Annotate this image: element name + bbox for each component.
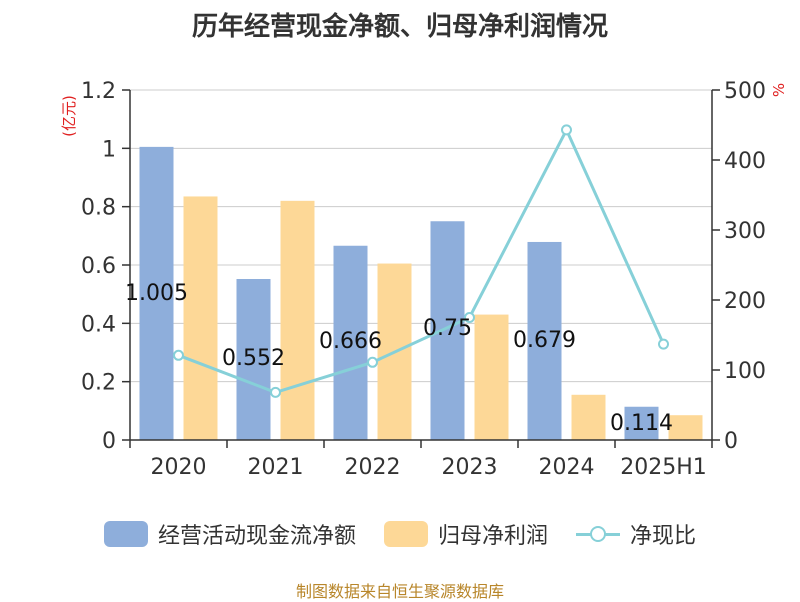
point-cash-ratio [464,312,475,323]
data-source-note: 制图数据来自恒生聚源数据库 [295,582,504,601]
bar-cashflow [139,146,174,440]
bar-net-profit [183,196,218,440]
y-right-tick-label: 300 [724,219,766,244]
y-right-axis-title: % [770,83,788,97]
point-cash-ratio [173,349,184,361]
y-right-tick-label: 0 [724,429,738,454]
x-tick-label: 2021 [248,455,304,480]
y-left-tick-label: 1.2 [81,79,116,104]
y-left-tick-label: 0.2 [81,371,116,396]
line-cash-ratio [177,126,665,394]
y-left-tick-label: 0 [102,429,116,454]
legend-swatch-cash-ratio [576,521,620,547]
legend-label-cashflow: 经营活动现金流净额 [157,524,356,549]
y-left-tick-label: 0.4 [81,312,116,337]
legend-swatch-net-profit [383,521,428,547]
data-label-cashflow: 1.005 [125,281,188,306]
legend: 经营活动现金流净额 归母净利润 净现比 [0,518,800,550]
y-left-tick-label: 0.8 [81,196,116,221]
x-tick-label: 2022 [345,455,401,480]
x-tick-label: 2025H1 [620,455,707,480]
y-left-axis-title: (亿元) [60,95,78,137]
y-right-tick-label: 400 [724,149,766,174]
y-right-tick-label: 200 [724,289,766,314]
legend-item-cashflow[interactable]: 经营活动现金流净额 [103,518,356,550]
point-cash-ratio [658,338,669,350]
y-left-tick-label: 0.6 [81,254,116,279]
x-tick-label: 2024 [539,455,595,480]
point-cash-ratio [561,124,572,136]
bar-cashflow [527,241,562,440]
point-cash-ratio [367,356,378,368]
bar-cashflow [624,406,659,440]
data-label-cashflow: 0.666 [319,329,382,354]
bar-cashflow [236,279,271,440]
point-cash-ratio [270,386,281,398]
bar-net-profit [474,314,509,440]
legend-label-net-profit: 归母净利润 [437,524,548,549]
legend-item-net-profit[interactable]: 归母净利润 [383,518,548,550]
y-right-tick-label: 100 [724,359,766,384]
data-label-cashflow: 0.679 [513,328,576,353]
legend-item-cash-ratio[interactable]: 净现比 [576,518,696,550]
bar-net-profit [280,200,315,440]
x-tick-label: 2023 [442,455,498,480]
y-right-tick-label: 500 [724,79,766,104]
x-tick-label: 2020 [151,455,207,480]
data-label-cashflow: 0.552 [222,346,285,371]
bar-net-profit [668,415,703,440]
legend-swatch-cashflow [103,521,148,547]
data-label-cashflow: 0.75 [423,316,472,341]
chart-title: 历年经营现金净额、归母净利润情况 [191,12,608,42]
data-label-cashflow: 0.114 [610,411,673,436]
bar-cashflow [430,221,465,440]
legend-label-cash-ratio: 净现比 [630,524,697,549]
bar-cashflow [333,245,368,440]
y-left-tick-label: 1 [102,137,116,162]
bar-net-profit [571,394,606,440]
